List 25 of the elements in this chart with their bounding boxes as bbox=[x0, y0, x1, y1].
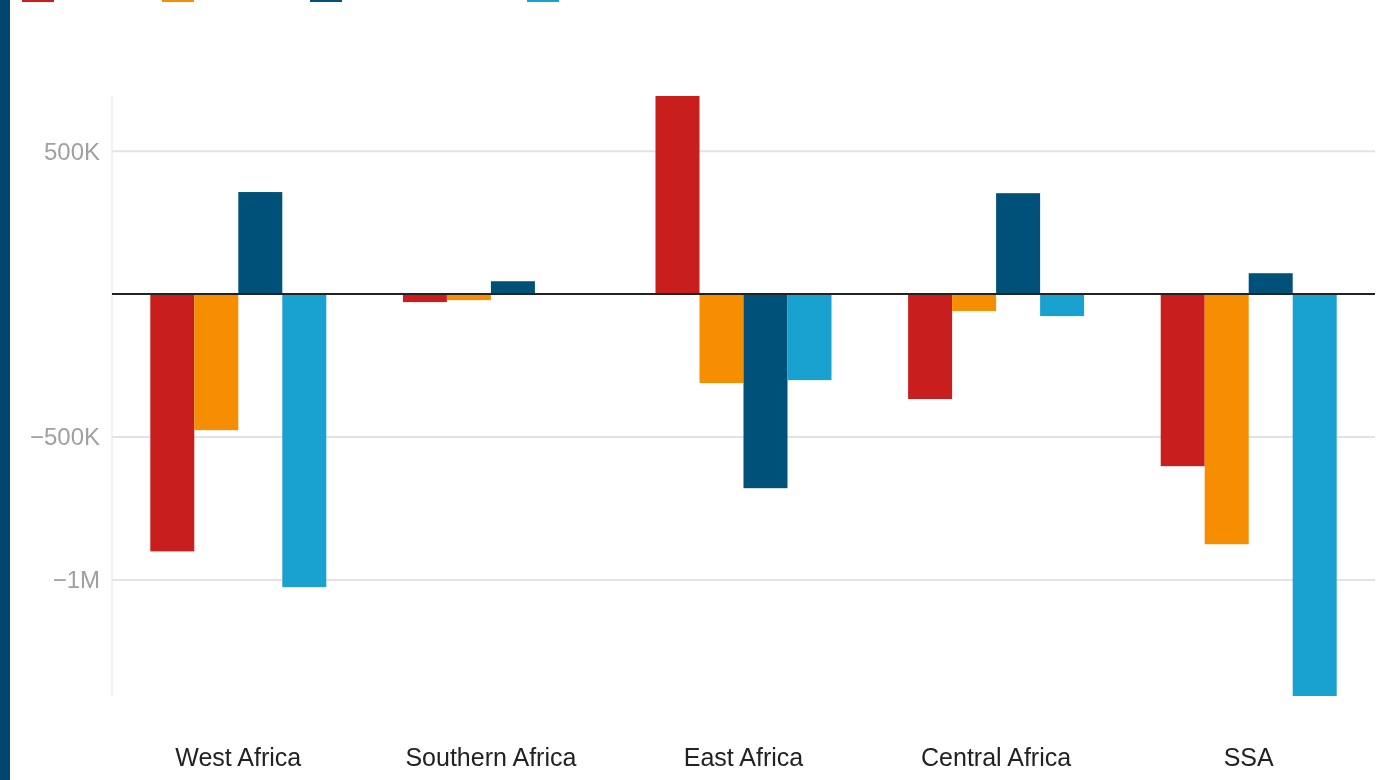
bar bbox=[194, 294, 239, 431]
bar bbox=[490, 281, 535, 295]
y-tick-label: 500K bbox=[43, 137, 100, 165]
y-tick-label: −500K bbox=[29, 423, 100, 451]
bar bbox=[655, 96, 700, 295]
bar bbox=[996, 193, 1041, 295]
bar bbox=[1248, 273, 1293, 295]
x-tick-label: Central Africa bbox=[921, 743, 1072, 771]
bar bbox=[1040, 294, 1085, 317]
bar bbox=[952, 294, 997, 311]
bar bbox=[787, 294, 832, 381]
x-tick-label: West Africa bbox=[175, 743, 302, 771]
bar bbox=[699, 294, 744, 383]
x-tick-label: East Africa bbox=[683, 743, 804, 771]
bar bbox=[150, 294, 195, 552]
y-tick-label: −1M bbox=[52, 566, 100, 594]
bar bbox=[1292, 294, 1337, 696]
bar bbox=[238, 192, 283, 295]
bar bbox=[743, 294, 788, 489]
bar bbox=[282, 294, 327, 588]
bar bbox=[1160, 294, 1205, 467]
x-tick-label: Southern Africa bbox=[405, 743, 577, 771]
x-tick-label: SSA bbox=[1223, 743, 1275, 771]
bar bbox=[908, 294, 953, 399]
bar bbox=[1204, 294, 1249, 545]
